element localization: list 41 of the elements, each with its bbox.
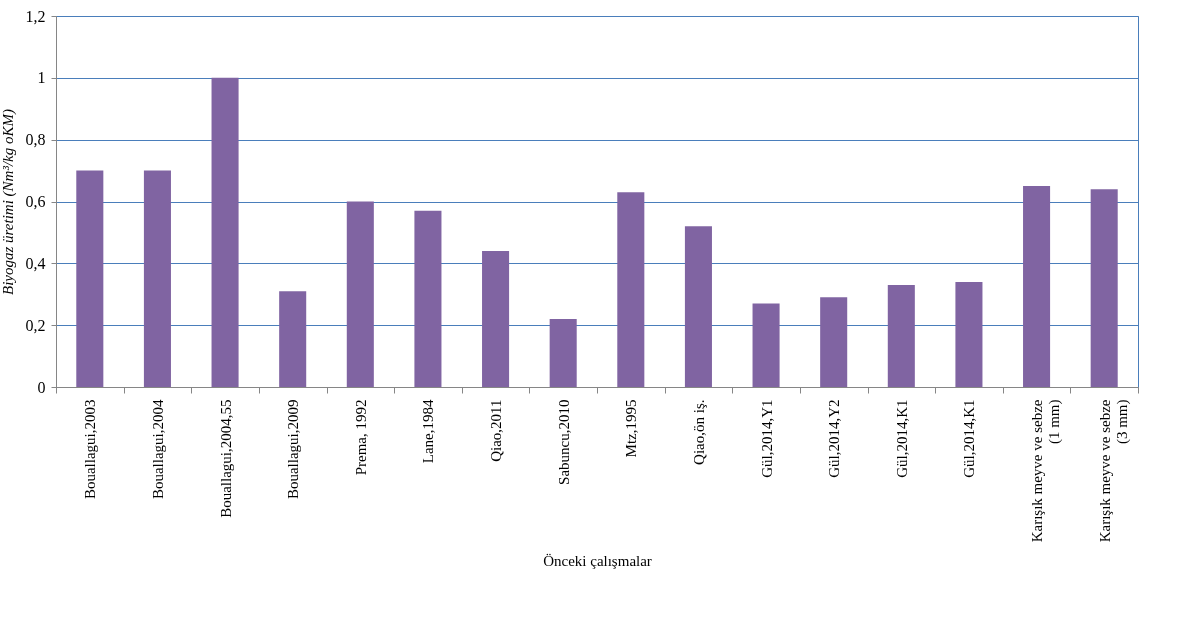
x-tick-label: Karışık meyve ve sebze (3 mm)	[1096, 399, 1131, 543]
x-tick-label: Bouallagui,2004,55	[217, 399, 234, 518]
y-axis-title: Biyogaz üretimi (Nm³/kg oKM)	[0, 109, 17, 295]
x-tick-label: Lane,1984	[420, 399, 437, 464]
bar	[955, 281, 983, 387]
y-tick-label: 1,2	[25, 7, 46, 25]
bar	[346, 201, 374, 387]
y-tick-label: 1	[37, 69, 46, 87]
bar	[549, 318, 577, 387]
bar	[211, 77, 239, 387]
y-tick-label: 0,4	[25, 254, 46, 272]
x-tick-label: Bouallagui,2009	[285, 399, 302, 500]
bar	[684, 226, 712, 387]
bar	[887, 284, 915, 387]
y-tick-label: 0	[37, 378, 46, 396]
bar	[414, 210, 442, 387]
x-tick-label: Karışık meyve ve sebze (1 mm)	[1029, 399, 1064, 543]
x-tick-label: Mtz,1995	[623, 399, 640, 458]
bar	[1090, 189, 1118, 387]
x-tick-label: Gül,2014,K1	[893, 399, 910, 478]
x-tick-label: Sabuncu,2010	[555, 399, 572, 485]
bar	[1023, 186, 1051, 387]
bar	[143, 170, 171, 387]
x-tick-label: Qiao,2011	[488, 399, 505, 462]
bar	[752, 303, 780, 387]
bar	[76, 170, 104, 387]
bar	[482, 250, 510, 387]
x-tick-label: Bouallagui,2003	[82, 399, 99, 500]
x-tick-label: Gül,2014,K1	[961, 399, 978, 478]
x-axis-title: Önceki çalışmalar	[543, 553, 652, 570]
x-tick-label: Qiao,ön iş.	[690, 399, 707, 465]
x-tick-label: Bouallagui,2004	[149, 399, 166, 500]
bar	[617, 192, 645, 387]
y-tick-label: 0,6	[25, 193, 46, 210]
y-tick-label: 0,8	[25, 131, 46, 149]
x-tick-label: Prema, 1992	[352, 399, 369, 476]
x-tick-label: Gül,2014,Y2	[826, 399, 843, 478]
x-tick-label: Gül,2014,Y1	[758, 399, 775, 478]
bar	[820, 297, 848, 387]
bar	[279, 291, 307, 387]
y-tick-label: 0,2	[25, 316, 46, 334]
